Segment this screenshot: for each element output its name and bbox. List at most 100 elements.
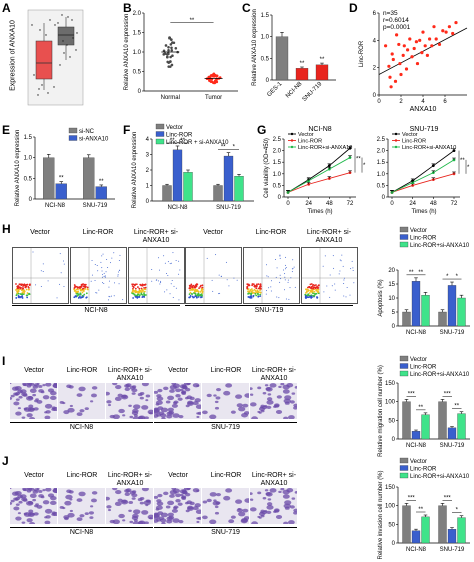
panel-i-cell [114,396,122,402]
panel-g-ncin8-legend-label: Linc-ROR [298,139,322,145]
panel-h-event [134,287,137,290]
panel-j-cell [242,508,249,513]
panel-g-snu719-y-tick-label: 1.0 [377,172,386,178]
panel-h-event [151,268,153,270]
panel-h-event [19,293,22,295]
panel-d-x-tick-label: 4 [421,99,425,105]
panel-j-cell [14,490,22,496]
panel-j-cell [251,521,258,524]
panel-h-event [28,284,31,286]
panel-j-cell [32,490,39,494]
panel-j-cell [287,520,295,524]
panel-i-cell [32,393,37,397]
panel-h-event [317,291,320,293]
panel-j-image-title: Vector [168,472,188,479]
panel-a-dot [47,92,49,94]
panel-h-event [197,296,200,298]
panel-i-cell [109,414,115,419]
panel-j-legend-label: Vector [410,459,427,465]
panel-j-cell [125,488,132,493]
panel-j-cell [76,498,83,502]
panel-i-cell [169,384,177,390]
panel-j-cell [196,489,200,492]
panel-h-event [103,272,105,274]
panel-j-cell [34,504,38,508]
panel-d-point [437,42,442,47]
panel-i-cell [158,411,165,415]
panel-j-cell [264,489,269,492]
panel-a-ylabel: Expression of ANXA10 [9,20,17,91]
panel-j-cell [154,519,159,523]
panel-h-event [20,286,22,289]
panel-h-event [140,291,143,293]
panel-i-transwell-image [10,383,57,419]
panel-j-cell [129,520,134,524]
panel-j-cell [120,499,129,505]
panel-j-cell [40,495,45,499]
panel-h-event [310,290,312,293]
panel-j-cell [13,497,18,501]
panel-h-event [199,290,202,293]
panel-h-event [16,292,19,294]
panel-e-bar [83,157,95,200]
panel-d-point [423,44,427,48]
panel-h-event [253,288,256,291]
panel-h-event [94,280,96,282]
panel-j-cell [79,514,85,518]
panel-h-event [257,295,260,298]
panel-h-event [81,287,84,290]
panel-j-cell [166,516,173,521]
panel-g-snu719-y-tick-label: 2.5 [377,137,386,143]
panel-f-y-tick-label: 0 [146,199,150,205]
panel-h-plot-title: Vector [30,229,50,236]
panel-h-event [26,294,29,297]
panel-i-bar [402,401,411,440]
panel-h-event [142,295,145,298]
panel-b-point [208,76,212,80]
panel-b-point [170,46,173,50]
panel-a-dot [71,19,73,21]
panel-d-point [398,61,402,66]
panel-j-cell [156,499,162,503]
panel-j-cell [51,511,56,515]
panel-a-dot [39,29,41,31]
panel-h-event [193,292,195,295]
panel-e-legend-label: si-ANXA10 [79,137,109,143]
panel-g-ncin8-legend-label: Linc-ROR+si-ANXA10 [298,145,352,151]
panel-i-cell [289,400,295,404]
panel-a-dots [31,14,78,96]
panel-h-event [160,281,162,283]
panel-h-event [343,279,345,281]
panel-f-sig-label: ** [170,138,175,144]
panel-j-cell [238,511,246,517]
panel-c-y-axis-label: Relative ANXA10 expression [252,9,258,86]
panel-h-flow-plot [70,247,127,304]
panel-j-cell [286,488,294,493]
panel-h-event [18,295,21,298]
panel-d-chart: 0 2 4 6 Linc-ROR 0 2 4 6 ANXA10 n=35r=0.6014p=0.00… [359,10,468,113]
panel-i-cell [10,394,15,398]
panel-j-cell [44,508,53,514]
panel-a-dot [59,64,61,66]
panel-h-group-label: SNU-719 [254,307,284,314]
panel-h-event [35,284,37,286]
panel-h-event [170,262,172,264]
panel-d-stat-r: r=0.6014 [383,17,409,24]
panel-i-cell [250,402,257,407]
panel-h-event [246,286,249,289]
panel-j-cell [171,508,178,513]
panel-d-point [408,37,412,41]
panel-d-point [388,75,392,79]
panel-h-event [270,290,272,292]
panel-g-snu719-series-line [391,159,455,193]
panel-h-event [101,276,103,278]
panel-j-cell [275,514,283,519]
panel-h-event [247,288,250,291]
panel-j-cell [167,500,175,506]
panel-c-y-tick-label: 0.5 [261,56,270,62]
panel-j-x-tick-label: SNU-719 [440,547,465,553]
panel-j-cell [216,492,222,497]
panel-h-event [274,259,276,261]
panel-h-event [143,292,145,295]
panel-h-event [236,279,238,281]
